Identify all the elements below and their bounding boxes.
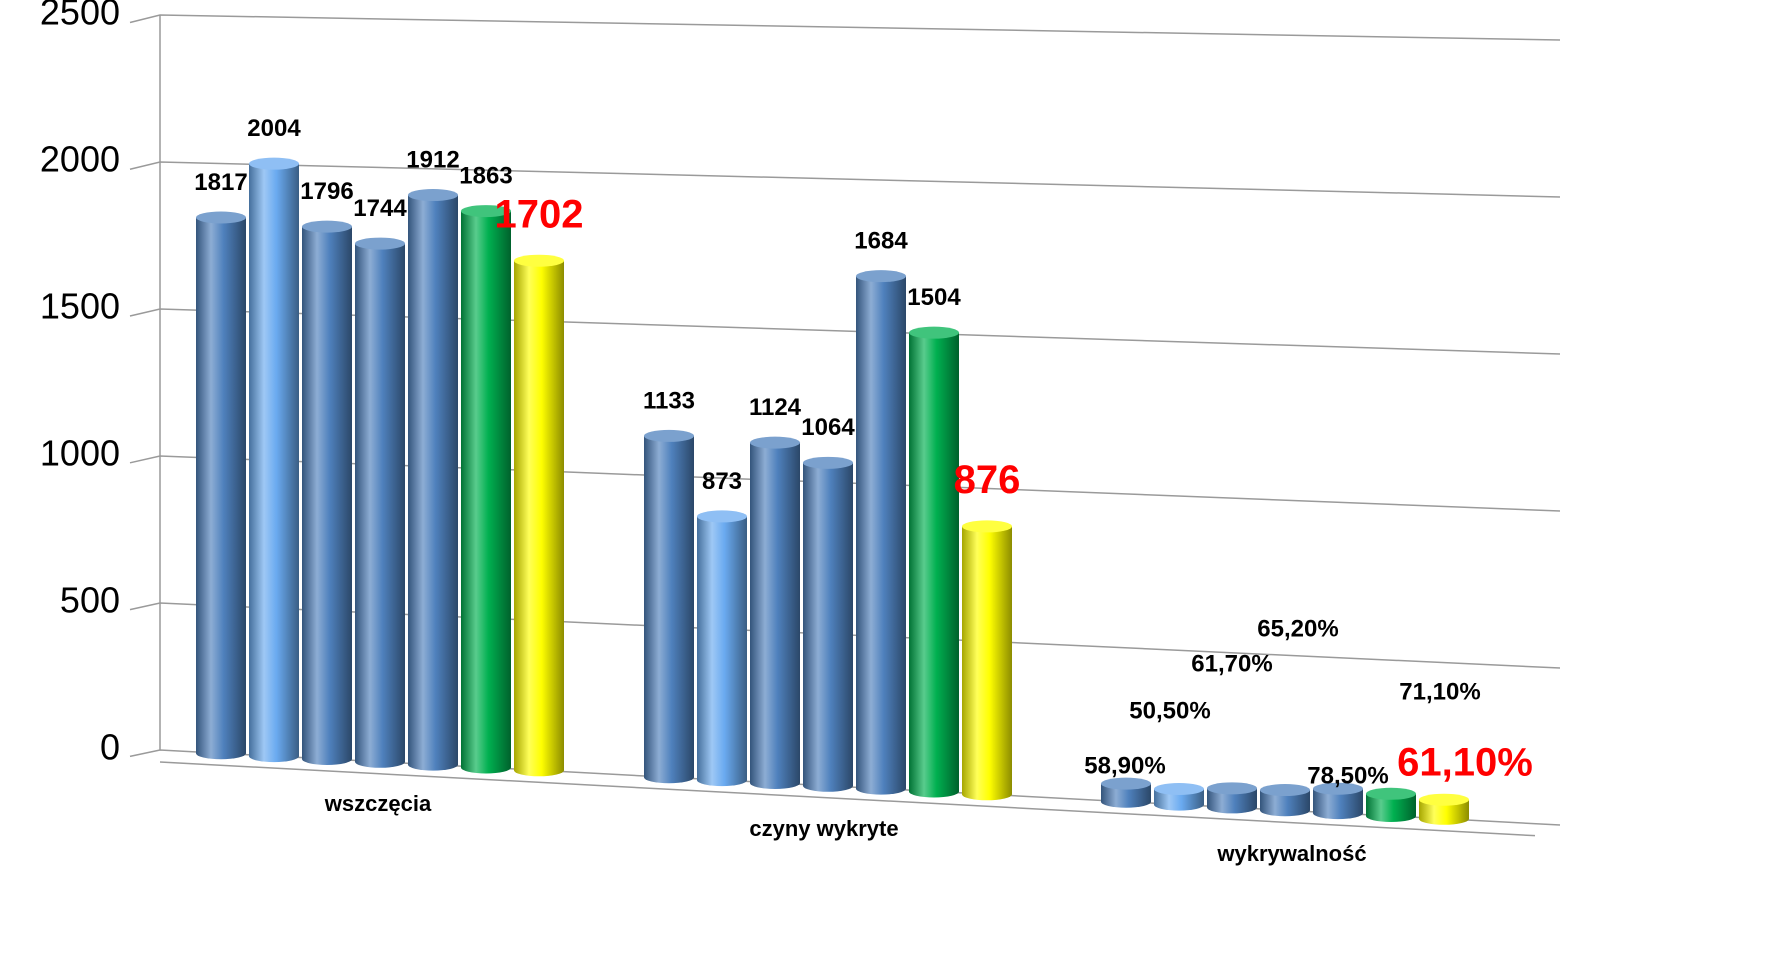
y-tick-label: 2000 bbox=[40, 139, 120, 180]
bar-top bbox=[1419, 793, 1469, 806]
bar-top bbox=[1313, 782, 1363, 795]
grid-line bbox=[129, 161, 1561, 198]
bar bbox=[461, 211, 511, 768]
bar-top bbox=[803, 456, 853, 469]
bar-top bbox=[1207, 782, 1257, 795]
y-tick-label: 1500 bbox=[40, 286, 120, 327]
value-label: 1133 bbox=[643, 387, 695, 414]
bar-top bbox=[249, 157, 299, 170]
x-tick-label: czyny wykryte bbox=[749, 816, 898, 841]
value-label: 1863 bbox=[459, 162, 512, 189]
grid-line bbox=[129, 308, 1561, 355]
value-label: 876 bbox=[954, 458, 1021, 502]
bar bbox=[962, 526, 1012, 795]
bar-top bbox=[1260, 784, 1310, 797]
bar-top bbox=[302, 220, 352, 233]
bar bbox=[1366, 793, 1416, 816]
y-tick-label: 0 bbox=[100, 727, 120, 768]
bar bbox=[514, 260, 564, 771]
y-tick-label: 1000 bbox=[40, 433, 120, 474]
bar bbox=[355, 243, 405, 762]
bar bbox=[803, 462, 853, 786]
grid-line bbox=[129, 14, 1561, 41]
bar-top bbox=[750, 436, 800, 449]
value-label: 1817 bbox=[194, 169, 247, 196]
value-label: 71,10% bbox=[1399, 678, 1480, 705]
bar-top bbox=[962, 520, 1012, 533]
value-label: 61,70% bbox=[1191, 650, 1272, 677]
value-label: 1912 bbox=[406, 146, 459, 173]
bar-top bbox=[355, 237, 405, 250]
grid-line bbox=[129, 749, 1561, 826]
value-label: 1744 bbox=[353, 195, 407, 222]
floor-front-edge bbox=[159, 761, 1536, 837]
bar bbox=[644, 435, 694, 778]
bar-top bbox=[1154, 783, 1204, 796]
value-label: 50,50% bbox=[1129, 697, 1210, 724]
value-label: 873 bbox=[702, 468, 742, 495]
grid-line bbox=[129, 602, 1561, 669]
bar-top bbox=[196, 211, 246, 224]
bar bbox=[750, 442, 800, 783]
value-label: 78,50% bbox=[1307, 762, 1388, 789]
bar bbox=[909, 332, 959, 792]
bar-top bbox=[1366, 787, 1416, 800]
bar-top bbox=[1101, 777, 1151, 790]
bar bbox=[302, 226, 352, 759]
value-label: 1064 bbox=[801, 414, 855, 441]
bar-top bbox=[514, 254, 564, 267]
value-label: 1796 bbox=[300, 178, 353, 205]
value-label: 1124 bbox=[749, 394, 802, 421]
bar-top bbox=[856, 270, 906, 283]
value-label: 1504 bbox=[907, 284, 961, 311]
bar-top bbox=[408, 189, 458, 202]
value-label: 61,10% bbox=[1397, 741, 1533, 785]
x-tick-label: wykrywalność bbox=[1216, 841, 1366, 866]
x-tick-label: wszczęcia bbox=[324, 791, 432, 816]
bar bbox=[856, 276, 906, 789]
value-label: 65,20% bbox=[1257, 615, 1338, 642]
bar-top bbox=[697, 510, 747, 523]
value-label: 58,90% bbox=[1084, 752, 1165, 779]
y-tick-label: 500 bbox=[60, 580, 120, 621]
bar-top bbox=[909, 326, 959, 339]
bar-top bbox=[461, 205, 511, 218]
value-label: 1702 bbox=[495, 192, 584, 236]
y-tick-label: 2500 bbox=[40, 0, 120, 33]
bar bbox=[249, 163, 299, 757]
bar bbox=[697, 516, 747, 781]
bar bbox=[196, 217, 246, 754]
value-label: 2004 bbox=[247, 115, 301, 142]
bar-top bbox=[644, 429, 694, 442]
value-label: 1684 bbox=[854, 228, 908, 255]
bar bbox=[408, 195, 458, 765]
grid-line bbox=[129, 455, 1561, 512]
